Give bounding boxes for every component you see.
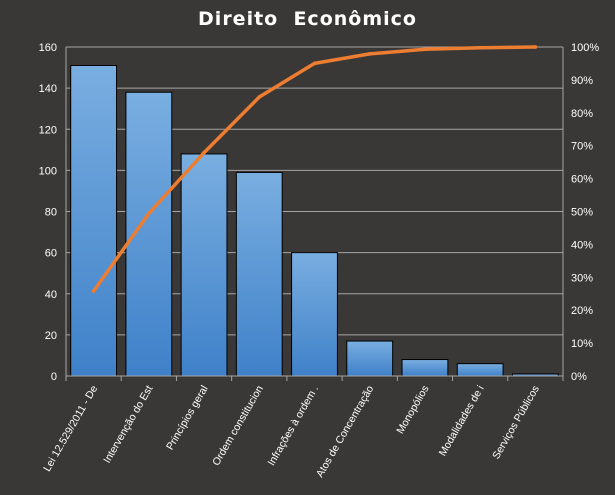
- y2-tick-label: 60%: [571, 174, 593, 186]
- line-point: [533, 45, 538, 49]
- y-tick-label: 40: [45, 289, 57, 301]
- category-label: Princípios geral: [164, 384, 211, 453]
- bar: [291, 252, 338, 377]
- y2-tick-label: 50%: [571, 207, 593, 219]
- category-label: Serviços Públicos: [490, 384, 542, 462]
- y2-tick-label: 80%: [571, 108, 593, 120]
- y2-tick-label: 10%: [571, 338, 593, 350]
- y2-tick-label: 90%: [571, 75, 593, 87]
- chart-title: Direito Econômico: [198, 8, 417, 30]
- y-tick-label: 0: [51, 371, 57, 383]
- line-point: [91, 289, 96, 293]
- y2-tick-label: 20%: [571, 305, 593, 317]
- y-tick-label: 160: [39, 42, 57, 54]
- bar: [401, 359, 449, 377]
- category-label: Ordem constitucion: [210, 383, 266, 467]
- category-label: Modalidades de i: [437, 383, 487, 458]
- line-point: [423, 47, 427, 52]
- bar: [180, 153, 228, 377]
- y2-tick-label: 40%: [571, 239, 593, 251]
- line-point: [312, 61, 317, 66]
- category-label: Atos de Concentração: [314, 383, 376, 479]
- y-tick-label: 60: [45, 248, 57, 260]
- bar: [235, 171, 283, 377]
- y2-tick-label: 30%: [571, 272, 593, 284]
- line-point: [478, 45, 482, 50]
- y-tick-label: 20: [45, 330, 57, 342]
- y2-tick-label: 70%: [571, 141, 593, 153]
- y2-tick-label: 100%: [571, 42, 599, 54]
- y-tick-label: 80: [45, 207, 57, 219]
- line-point: [367, 52, 372, 56]
- category-label: Monopólios: [394, 384, 431, 437]
- line-point: [257, 95, 262, 99]
- y-tick-label: 100: [39, 165, 57, 177]
- bar: [456, 363, 504, 377]
- bar: [70, 65, 118, 377]
- y2-tick-label: 0%: [571, 371, 587, 383]
- bar: [346, 340, 394, 377]
- category-label: Infrações à ordem .: [265, 384, 321, 468]
- line-point: [147, 211, 151, 216]
- category-label: Lei 12.529/2011 - De: [41, 383, 100, 473]
- category-label: Intervenção do Est: [101, 383, 155, 465]
- y-tick-label: 140: [39, 83, 57, 95]
- y-tick-label: 120: [39, 124, 57, 136]
- line-point: [202, 150, 206, 155]
